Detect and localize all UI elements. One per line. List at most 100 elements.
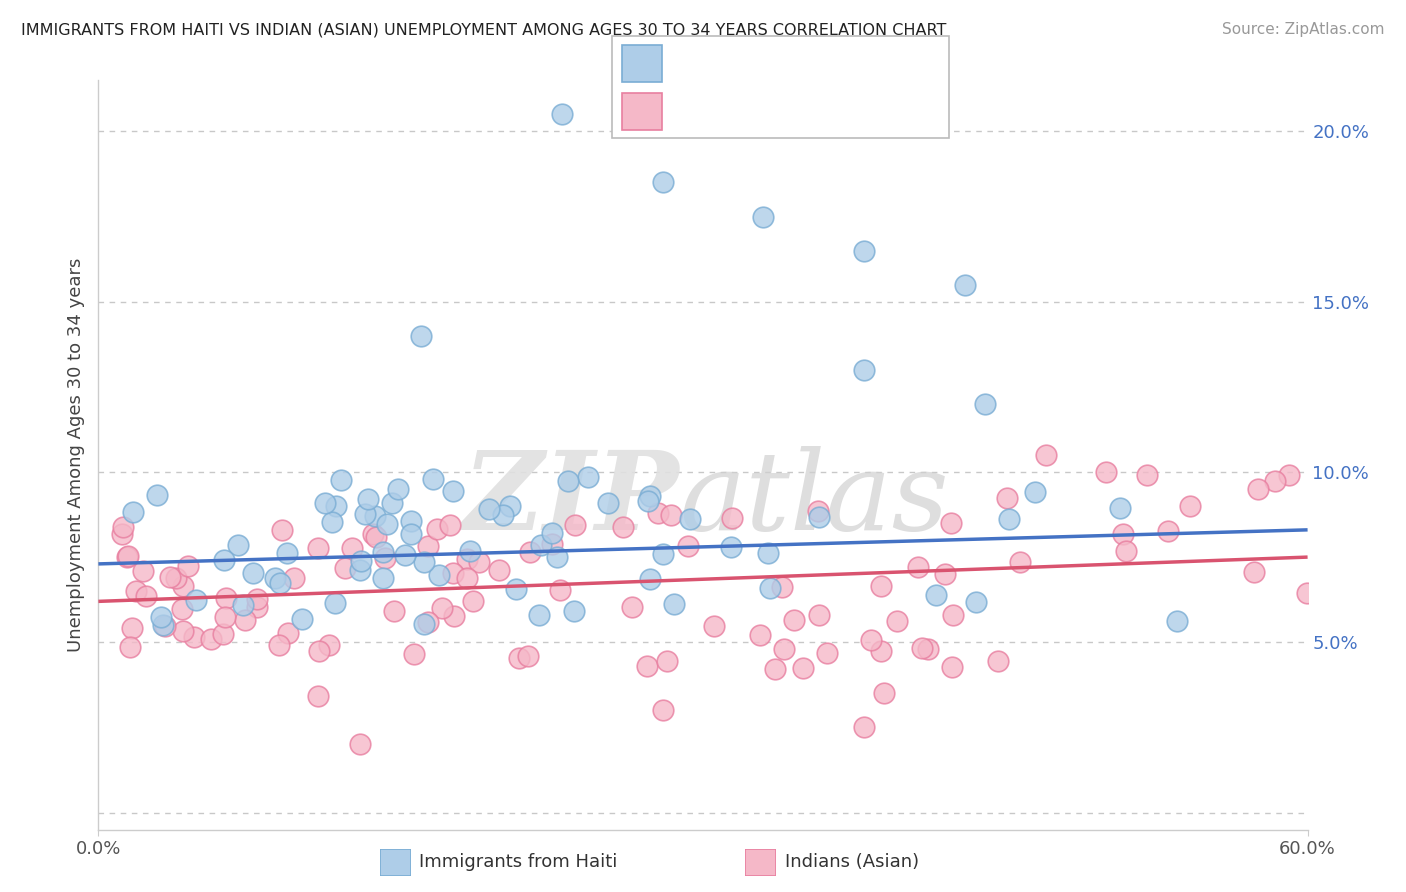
Point [1264, 474, 1286, 488]
Point [678, 540, 700, 554]
Point [612, 520, 634, 534]
Point [235, 613, 257, 627]
Point [427, 568, 450, 582]
Point [413, 555, 436, 569]
Point [598, 495, 620, 509]
Point [1024, 485, 1046, 500]
Point [557, 475, 579, 489]
Point [647, 506, 669, 520]
Point [527, 607, 550, 622]
Point [1278, 467, 1301, 482]
Point [551, 107, 574, 121]
Point [808, 509, 831, 524]
Point [998, 511, 1021, 525]
Point [620, 600, 643, 615]
Point [758, 581, 780, 595]
Text: Indians (Asian): Indians (Asian) [785, 853, 918, 871]
Point [907, 559, 929, 574]
FancyBboxPatch shape [380, 849, 411, 876]
Point [350, 554, 373, 568]
Point [211, 626, 233, 640]
Point [498, 500, 520, 514]
Point [721, 510, 744, 524]
FancyBboxPatch shape [621, 45, 662, 82]
Point [941, 660, 963, 674]
Point [468, 555, 491, 569]
Point [394, 548, 416, 562]
Point [333, 560, 356, 574]
Point [283, 571, 305, 585]
Point [911, 641, 934, 656]
Point [1035, 448, 1057, 462]
Point [349, 564, 371, 578]
Point [111, 526, 134, 541]
Point [267, 638, 290, 652]
Point [679, 511, 702, 525]
Point [159, 570, 181, 584]
Point [853, 244, 876, 258]
Point [200, 632, 222, 647]
Point [212, 552, 235, 566]
Point [349, 738, 371, 752]
Point [401, 514, 423, 528]
Point [651, 547, 673, 561]
Point [232, 598, 254, 612]
Point [125, 583, 148, 598]
Text: 73: 73 [848, 51, 875, 70]
Point [870, 644, 893, 658]
Point [1296, 586, 1319, 600]
Point [815, 646, 838, 660]
Point [183, 631, 205, 645]
Point [783, 613, 806, 627]
Text: R =: R = [672, 51, 714, 70]
Point [323, 596, 346, 610]
Point [246, 600, 269, 615]
Point [318, 638, 340, 652]
Point [1112, 526, 1135, 541]
Point [463, 594, 485, 608]
Point [409, 328, 432, 343]
Point [364, 509, 387, 524]
Point [321, 515, 343, 529]
Point [564, 517, 586, 532]
Point [170, 602, 193, 616]
Point [637, 493, 659, 508]
Point [659, 508, 682, 522]
Point [413, 617, 436, 632]
Point [416, 540, 439, 554]
Text: Immigrants from Haiti: Immigrants from Haiti [419, 853, 617, 871]
Point [1178, 500, 1201, 514]
Point [853, 720, 876, 734]
Text: 0.273: 0.273 [723, 102, 785, 121]
Text: N =: N = [797, 102, 841, 121]
Text: 105: 105 [848, 102, 889, 121]
Point [381, 496, 404, 510]
FancyBboxPatch shape [745, 849, 776, 876]
Point [987, 654, 1010, 668]
Point [540, 526, 562, 541]
Point [441, 566, 464, 580]
Point [172, 624, 194, 639]
Point [456, 552, 478, 566]
Point [576, 470, 599, 484]
Point [662, 597, 685, 611]
Point [371, 571, 394, 585]
Point [1243, 565, 1265, 579]
Point [655, 654, 678, 668]
Point [752, 210, 775, 224]
Point [402, 647, 425, 661]
Point [859, 632, 882, 647]
Point [364, 530, 387, 544]
Point [177, 558, 200, 573]
Point [749, 627, 772, 641]
Point [995, 491, 1018, 506]
Point [548, 582, 571, 597]
Point [770, 580, 793, 594]
Point [441, 483, 464, 498]
Point [122, 504, 145, 518]
Point [519, 545, 541, 559]
Point [439, 517, 461, 532]
Point [703, 618, 725, 632]
Point [276, 546, 298, 560]
Point [564, 604, 586, 618]
